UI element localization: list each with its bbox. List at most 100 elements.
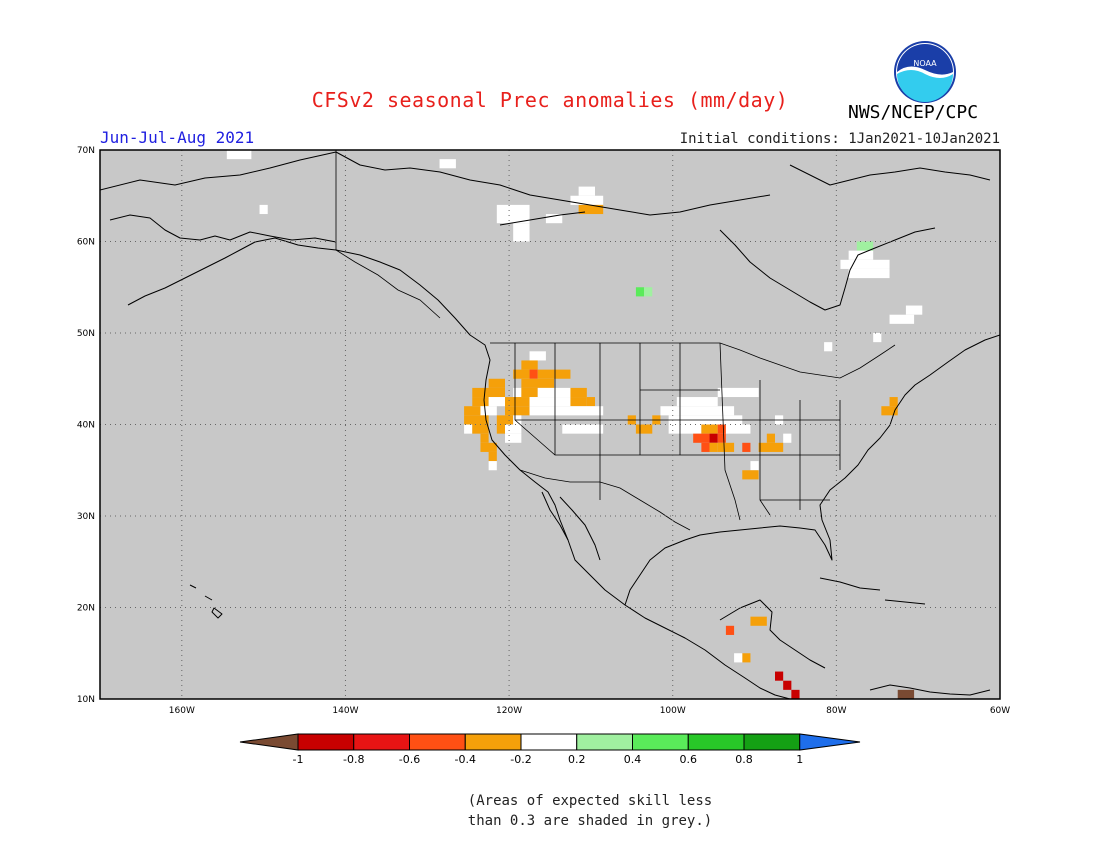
anomaly-cell	[701, 442, 710, 452]
anomaly-cell	[545, 214, 563, 224]
border-us-mexico	[519, 469, 691, 531]
lat-tick-label: 70N	[77, 146, 95, 156]
footnote: (Areas of expected skill less than 0.3 a…	[440, 791, 740, 831]
anomaly-cell	[660, 406, 735, 416]
coastline-hudson	[719, 164, 991, 311]
colorbar-swatch	[520, 733, 578, 751]
anomaly-cell	[848, 250, 874, 260]
anomaly-cell	[480, 433, 489, 443]
anomaly-cell	[226, 150, 252, 160]
anomaly-cell	[488, 451, 497, 462]
anomaly-cell	[848, 268, 890, 279]
anomaly-cell	[905, 305, 923, 315]
anomaly-cell	[717, 424, 726, 434]
lat-tick-label: 20N	[77, 604, 95, 614]
anomaly-cell	[513, 223, 530, 242]
period-label: Jun-Jul-Aug 2021	[100, 128, 255, 147]
anomaly-cell	[464, 424, 473, 434]
map-frame	[99, 149, 1001, 700]
anomaly-cell	[521, 360, 538, 370]
anomaly-cell	[742, 470, 759, 480]
anomaly-cell	[488, 397, 505, 407]
lon-tick-label: 120W	[496, 706, 522, 716]
anomaly-cell	[570, 387, 587, 398]
anomaly-cell	[840, 259, 890, 269]
lon-tick-label: 160W	[169, 706, 195, 716]
coastline-baja	[541, 491, 601, 561]
logo-text: NOAA	[913, 59, 937, 68]
anomaly-cell	[578, 186, 595, 196]
anomaly-cell	[496, 424, 505, 434]
lon-tick-label: 80W	[826, 706, 846, 716]
anomaly-cell	[709, 442, 718, 452]
footnote-line-1: (Areas of expected skill less	[467, 793, 713, 809]
colorbar-label: 0.2	[568, 753, 586, 766]
anomaly-cell	[496, 204, 530, 224]
anomaly-cell	[464, 415, 489, 425]
anomaly-cell	[521, 387, 538, 398]
colorbar-label: 0.8	[735, 753, 753, 766]
noaa-logo-icon: NOAA	[894, 41, 956, 103]
colorbar-high-arrow	[799, 733, 861, 751]
anomaly-cell	[480, 442, 497, 452]
anomaly-cell	[873, 333, 882, 343]
anomaly-cell	[496, 415, 514, 425]
anomaly-cell	[505, 424, 522, 434]
initial-conditions-label: Initial conditions: 1Jan2021-10Jan2021	[679, 131, 1000, 147]
anomaly-cell	[554, 406, 604, 416]
anomaly-cell	[717, 442, 735, 452]
lat-tick-label: 60N	[77, 238, 95, 248]
anomaly-cell	[472, 424, 489, 434]
anomaly-cell	[783, 680, 792, 690]
anomaly-cell	[889, 314, 915, 324]
colorbar-low-arrow	[239, 733, 299, 751]
colorbar-label: 0.6	[680, 753, 698, 766]
footnote-line-2: than 0.3 are shaded in grey.)	[467, 813, 713, 829]
colorbar-swatch	[632, 733, 689, 751]
anomaly-cell	[529, 351, 546, 361]
anomaly-cell	[570, 195, 604, 205]
colorbar-label: -0.6	[399, 753, 420, 766]
anomaly-cell	[734, 653, 743, 663]
anomaly-cell	[464, 406, 481, 416]
anomaly-cell	[856, 241, 874, 251]
anomaly-cell	[783, 433, 792, 443]
border-alaska-canada	[335, 150, 441, 319]
anomaly-cell	[717, 433, 726, 443]
anomaly-cell	[488, 461, 497, 471]
anomaly-cell	[644, 287, 653, 297]
colorbar-label: 0.4	[624, 753, 642, 766]
anomaly-cell	[750, 616, 767, 626]
anomaly-cell	[693, 433, 710, 443]
anomaly-cell	[742, 442, 751, 452]
anomaly-cell	[259, 204, 268, 215]
anomaly-cell	[537, 369, 555, 379]
anomaly-cell	[488, 378, 505, 388]
lat-tick-label: 10N	[77, 695, 95, 705]
border-states	[514, 342, 841, 521]
anomaly-cell	[668, 424, 702, 434]
anomaly-cell	[554, 369, 571, 379]
coastline-gulf	[624, 334, 1000, 669]
anomaly-cell	[725, 625, 735, 635]
anomaly-cell	[635, 424, 653, 434]
colorbar-swatch	[687, 733, 745, 751]
colorbar-label: -0.2	[510, 753, 531, 766]
anomaly-cell	[480, 406, 497, 416]
border-us-canada	[490, 342, 896, 379]
anomaly-cell	[505, 397, 530, 407]
lat-tick-label: 50N	[77, 329, 95, 339]
anomaly-cell	[537, 387, 571, 398]
coastline-arctic	[335, 151, 771, 226]
anomaly-cell	[472, 387, 505, 398]
colorbar-swatch	[409, 733, 466, 751]
anomaly-cell	[505, 406, 530, 416]
colorbar-swatch	[297, 733, 355, 751]
lon-tick-label: 60W	[990, 706, 1010, 716]
anomaly-cell	[578, 204, 604, 215]
anomaly-cell	[709, 433, 718, 443]
anomaly-cell	[889, 397, 898, 407]
anomaly-cell	[570, 397, 587, 407]
colorbar-swatch	[353, 733, 410, 751]
